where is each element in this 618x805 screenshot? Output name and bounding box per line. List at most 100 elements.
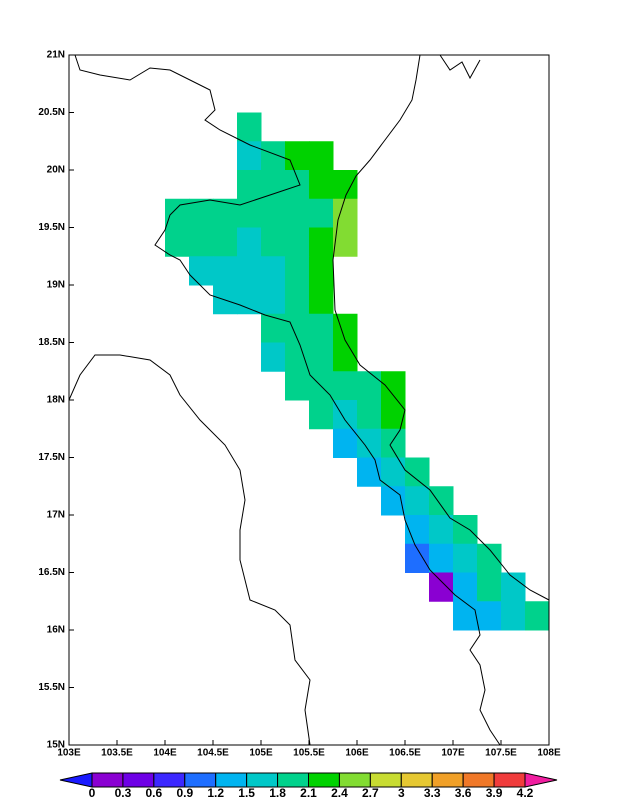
y-tick-label: 19N bbox=[47, 280, 65, 291]
grid-cell bbox=[285, 198, 310, 228]
border bbox=[68, 354, 311, 746]
grid-cell bbox=[261, 342, 286, 372]
grid-cell bbox=[429, 572, 454, 602]
grid-cell bbox=[453, 572, 478, 602]
y-tick-label: 15.5N bbox=[38, 682, 65, 693]
grid-cell bbox=[309, 400, 334, 430]
grid-cell bbox=[309, 227, 334, 257]
grid-cell bbox=[165, 227, 190, 257]
grid-cell bbox=[381, 428, 406, 458]
colorbar-label: 0.3 bbox=[115, 786, 132, 800]
grid-cell bbox=[333, 400, 358, 430]
colorbar-label: 2.1 bbox=[300, 786, 317, 800]
grid-cell bbox=[189, 198, 214, 228]
colorbar-over bbox=[524, 772, 558, 788]
grid-cell bbox=[237, 112, 262, 142]
colorbar-label: 0.9 bbox=[176, 786, 193, 800]
colorbar-box bbox=[493, 772, 526, 788]
grid-cell bbox=[333, 428, 358, 458]
grid-cell bbox=[429, 486, 454, 516]
colorbar-box bbox=[308, 772, 340, 788]
grid-cell bbox=[213, 256, 238, 286]
grid-cell bbox=[309, 198, 334, 228]
colorbar-box bbox=[369, 772, 402, 788]
coastline bbox=[332, 54, 550, 601]
grid-cell bbox=[357, 400, 382, 430]
grid-cell bbox=[261, 285, 286, 315]
grid-cell bbox=[501, 601, 526, 631]
grid-cells bbox=[165, 112, 550, 631]
grid-cell bbox=[381, 400, 406, 430]
x-tick-label: 104E bbox=[153, 748, 177, 759]
grid-cell bbox=[453, 601, 478, 631]
grid-cell bbox=[237, 227, 262, 257]
grid-cell bbox=[429, 543, 454, 573]
grid-cell bbox=[525, 601, 550, 631]
colorbar-label: 2.4 bbox=[331, 786, 348, 800]
grid-cell bbox=[309, 342, 334, 372]
grid-cell bbox=[333, 313, 358, 343]
grid-cell bbox=[333, 170, 358, 200]
grid-cell bbox=[237, 256, 262, 286]
y-tick-label: 15N bbox=[47, 740, 65, 751]
colorbar-label: 2.7 bbox=[362, 786, 379, 800]
colorbar-label: 0.6 bbox=[146, 786, 163, 800]
grid-cell bbox=[237, 285, 262, 315]
colorbar-label: 1.2 bbox=[207, 786, 224, 800]
grid-cell bbox=[477, 543, 502, 573]
grid-cell bbox=[309, 256, 334, 286]
colorbar-label: 3.3 bbox=[424, 786, 441, 800]
grid-cell bbox=[285, 371, 310, 401]
border bbox=[74, 54, 501, 746]
x-tick-label: 107E bbox=[441, 748, 465, 759]
x-tick-label: 106E bbox=[345, 748, 369, 759]
grid-cell bbox=[357, 457, 382, 487]
colorbar-box bbox=[431, 772, 464, 788]
grid-cell bbox=[285, 170, 310, 200]
x-tick-label: 107.5E bbox=[485, 748, 517, 759]
colorbar-box bbox=[153, 772, 186, 788]
grid-cell bbox=[261, 227, 286, 257]
grid-cell bbox=[285, 342, 310, 372]
coastline-islands bbox=[439, 54, 481, 80]
grid-cell bbox=[165, 198, 190, 228]
grid-cell bbox=[309, 313, 334, 343]
x-tick-label: 103.5E bbox=[101, 748, 133, 759]
colorbar-box bbox=[400, 772, 433, 788]
grid-cell bbox=[237, 170, 262, 200]
grid-cell bbox=[405, 486, 430, 516]
grid-cell bbox=[285, 141, 310, 171]
y-tick-label: 18N bbox=[47, 395, 65, 406]
x-tick-label: 103E bbox=[57, 748, 81, 759]
colorbar-label: 0 bbox=[89, 786, 96, 800]
colorbar-box bbox=[122, 772, 155, 788]
grid-cell bbox=[333, 342, 358, 372]
y-tick-label: 16.5N bbox=[38, 567, 65, 578]
grid-cell bbox=[477, 572, 502, 602]
grid-cell bbox=[309, 170, 334, 200]
x-tick-label: 105E bbox=[249, 748, 273, 759]
grid-cell bbox=[189, 227, 214, 257]
colorbar-box bbox=[215, 772, 248, 788]
grid-cell bbox=[333, 198, 358, 228]
x-tick-label: 108E bbox=[537, 748, 561, 759]
y-tick-label: 17.5N bbox=[38, 452, 65, 463]
grid-cell bbox=[357, 371, 382, 401]
axes: 103E 103.5E 104E 104.5E 105E 105.5E 106E 106.5E… bbox=[38, 50, 561, 759]
y-tick-label: 20.5N bbox=[38, 107, 65, 118]
grid-cell bbox=[381, 457, 406, 487]
grid-cell bbox=[261, 198, 286, 228]
grid-cell bbox=[237, 198, 262, 228]
grid-cell bbox=[309, 285, 334, 315]
grid-cell bbox=[333, 227, 358, 257]
grid-cell bbox=[453, 543, 478, 573]
grid-cell bbox=[261, 170, 286, 200]
y-tick-label: 16N bbox=[47, 625, 65, 636]
grid-cell bbox=[405, 457, 430, 487]
grid-cell bbox=[213, 198, 238, 228]
y-tick-label: 21N bbox=[47, 50, 65, 61]
grid-cell bbox=[213, 227, 238, 257]
colorbar-label: 3 bbox=[398, 786, 405, 800]
colorbar-box bbox=[246, 772, 279, 788]
colorbar: 0 0.3 0.6 0.9 1.2 1.5 1.8 2.1 2.4 2.7 3 3.3 3.6 3.9 4.… bbox=[59, 772, 558, 800]
